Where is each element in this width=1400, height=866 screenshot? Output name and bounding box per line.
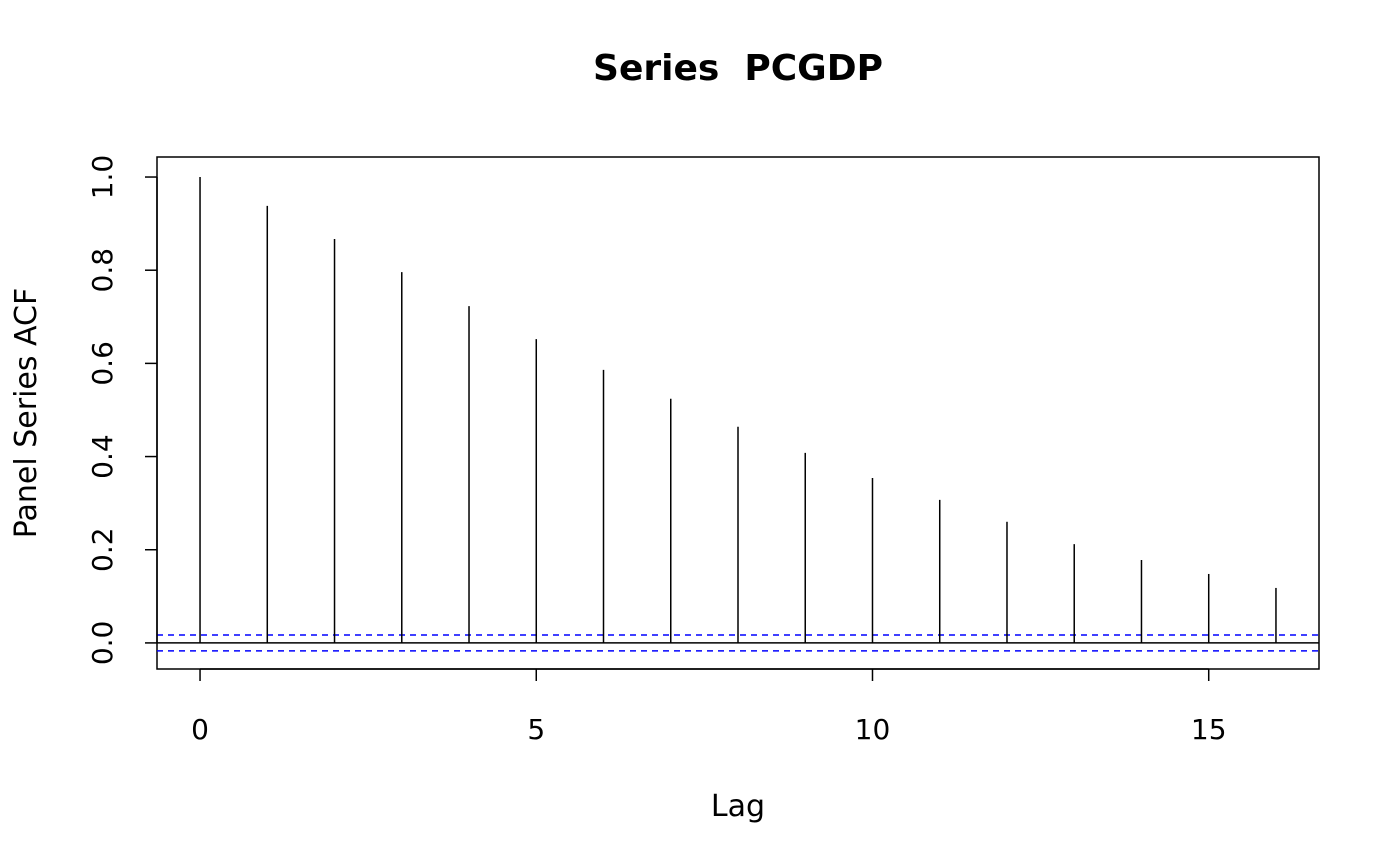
x-tick-label: 0 xyxy=(191,713,209,746)
x-tick-label: 15 xyxy=(1191,713,1227,746)
chart-title: Series PCGDP xyxy=(593,48,883,89)
y-axis-label: Panel Series ACF xyxy=(9,288,44,538)
y-tick-label: 0.0 xyxy=(86,621,119,666)
y-tick-label: 0.2 xyxy=(86,527,119,572)
y-tick-label: 0.4 xyxy=(86,434,119,479)
y-tick-label: 1.0 xyxy=(86,155,119,200)
x-axis-label: Lag xyxy=(711,789,765,824)
x-tick-label: 10 xyxy=(855,713,891,746)
x-tick-label: 5 xyxy=(527,713,545,746)
y-tick-label: 0.6 xyxy=(86,341,119,386)
y-tick-label: 0.8 xyxy=(86,248,119,293)
